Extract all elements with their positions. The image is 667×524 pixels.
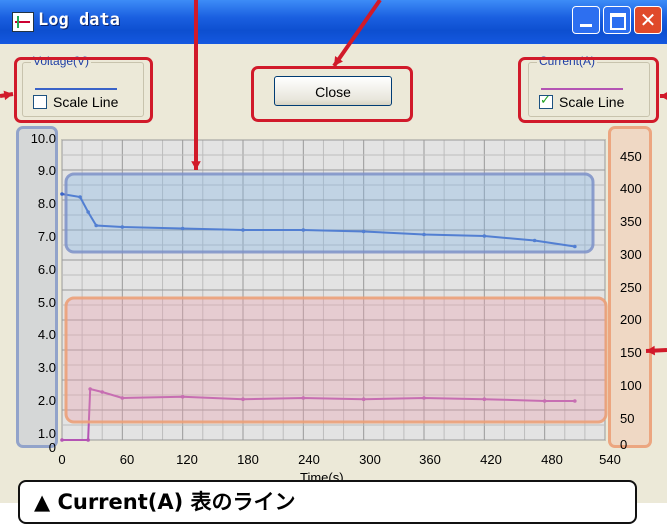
y-left-tick: 0: [48, 440, 56, 455]
current-data-point: [100, 390, 105, 394]
y-right-tick: 150: [620, 345, 642, 360]
window-title: Log data: [38, 10, 120, 30]
current-data-point: [361, 397, 366, 402]
y-left-tick: 9.0: [37, 163, 56, 178]
current-callout: [518, 57, 659, 123]
voltage-data-point: [180, 226, 185, 231]
left-axis-highlight: [16, 126, 58, 448]
voltage-data-point: [422, 232, 426, 237]
current-data-point: [422, 396, 426, 400]
voltage-data-point: [482, 234, 487, 238]
y-left-tick: 4.0: [37, 327, 56, 342]
x-tick: 120: [176, 452, 198, 467]
current-data-point: [88, 387, 92, 391]
close-callout: [251, 66, 413, 122]
current-data-point: [573, 399, 577, 403]
log-data-window: Log data ✕ Voltage(V) Scale Line Close C…: [0, 0, 667, 503]
voltage-data-point: [361, 229, 366, 234]
voltage-band-highlight: [64, 172, 595, 254]
x-tick: 480: [541, 452, 563, 467]
y-left-tick: 6.0: [37, 262, 56, 277]
y-left-tick: 10.0: [30, 131, 56, 146]
y-left-tick: 7.0: [37, 229, 56, 244]
current-line-sample: [541, 88, 623, 90]
current-data-point: [482, 397, 487, 402]
x-tick: 420: [480, 452, 502, 467]
x-tick: 0: [58, 452, 66, 467]
voltage-data-point: [60, 192, 64, 196]
y-right-tick: 0: [620, 437, 628, 452]
current-data-point: [180, 395, 185, 399]
maximize-icon[interactable]: [603, 6, 631, 34]
y-right-tick: 300: [620, 247, 642, 262]
voltage-data-point: [78, 195, 82, 199]
current-data-point: [301, 396, 306, 400]
right-axis-highlight: [608, 126, 652, 448]
current-scale-line-label: Scale Line: [559, 94, 625, 110]
x-tick: 300: [359, 452, 381, 467]
current-data-point: [60, 438, 64, 442]
current-data-point: [86, 438, 90, 442]
minimize-icon[interactable]: [572, 6, 600, 34]
y-right-tick: 400: [620, 181, 642, 196]
annotation-arrow-close-head: [334, 56, 343, 66]
y-right-tick: 450: [620, 149, 642, 164]
voltage-line-sample: [35, 88, 117, 90]
voltage-scale-line-checkbox[interactable]: [33, 95, 47, 109]
current-scale-line-checkbox[interactable]: [539, 93, 553, 109]
y-right-tick: 250: [620, 280, 642, 295]
caption-text: ▲ Current(A) 表のライン: [34, 490, 296, 514]
y-left-tick: 2.0: [37, 393, 56, 408]
y-left-tick: 1.0: [37, 426, 56, 441]
voltage-data-point: [573, 244, 577, 249]
y-left-tick: 8.0: [37, 196, 56, 211]
voltage-data-point: [241, 228, 245, 232]
x-tick: 360: [419, 452, 441, 467]
annotation-arrow-current-head: [660, 92, 667, 100]
close-button[interactable]: Close: [274, 76, 392, 106]
voltage-data-point: [86, 210, 90, 214]
annotation-arrow-close: [332, 0, 382, 68]
x-tick: 180: [237, 452, 259, 467]
app-icon: [12, 12, 34, 32]
voltage-scale-line-label: Scale Line: [53, 94, 119, 110]
current-data-point: [120, 396, 125, 400]
y-right-tick: 100: [620, 378, 642, 393]
annotation-arrow-voltage-head: [3, 90, 13, 101]
y-right-tick: 50: [620, 411, 635, 426]
y-right-tick: 350: [620, 214, 642, 229]
y-left-tick: 3.0: [37, 360, 56, 375]
voltage-data-point: [120, 225, 125, 229]
y-left-tick: 5.0: [37, 295, 56, 310]
x-tick: 60: [119, 452, 135, 467]
voltage-callout: [14, 57, 153, 123]
x-tick: 540: [599, 452, 621, 467]
title-bar[interactable]: Log data ✕: [0, 0, 667, 44]
annotation-arrow-right-axis-head: [646, 345, 655, 356]
current-data-point: [241, 397, 245, 402]
annotation-arrow-chart-head: [191, 161, 201, 170]
close-icon[interactable]: ✕: [634, 6, 662, 34]
log-chart: [0, 0, 667, 442]
x-tick: 240: [298, 452, 320, 467]
voltage-data-point: [94, 223, 98, 228]
current-data-point: [542, 399, 547, 403]
caption-banner: ▲ Current(A) 表のライン: [18, 480, 637, 524]
current-band-highlight: [64, 296, 608, 424]
voltage-data-point: [532, 238, 537, 243]
y-right-tick: 200: [620, 312, 642, 327]
voltage-data-point: [301, 228, 306, 232]
